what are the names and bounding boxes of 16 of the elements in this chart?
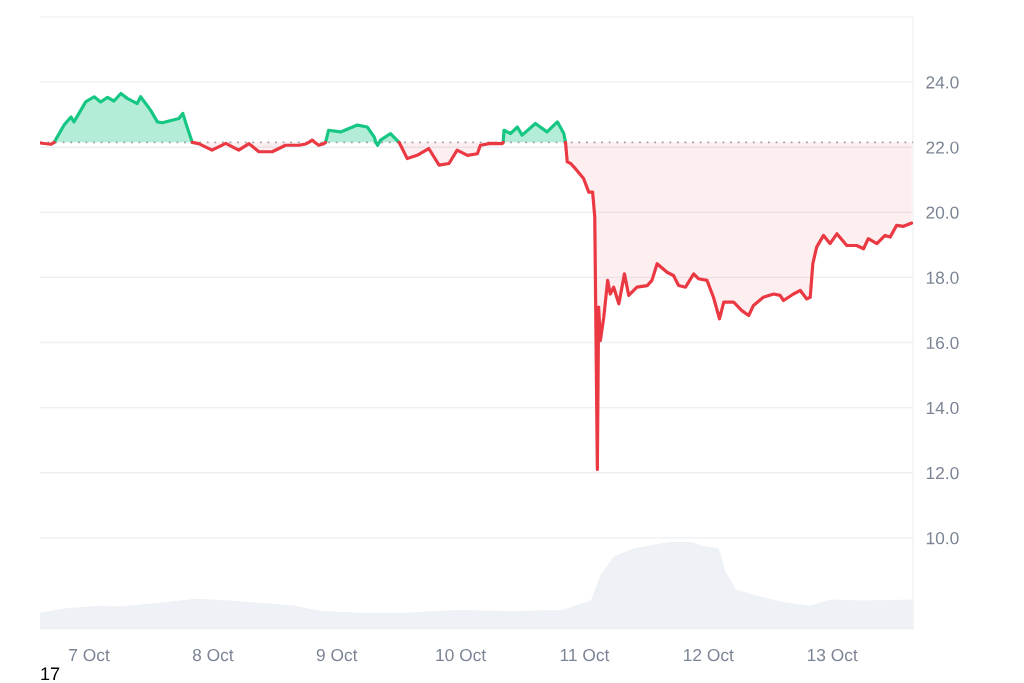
y-tick-label: 18.0 [926,271,959,284]
x-tick-label: 10 Oct [436,648,487,662]
x-tick-label: 8 Oct [192,648,234,662]
text: 17 [41,667,60,680]
x-tick-label: 11 Oct [560,648,610,662]
x-tick-label: 12 Oct [684,648,734,662]
x-tick-label: 9 Oct [316,648,358,662]
x-tick-label: 7 Oct [69,648,110,662]
y-tick-label: 16.0 [926,336,959,349]
y-tick-label: 10.0 [926,532,959,545]
y-tick-label: 24.0 [926,76,959,89]
x-tick-label: 13 Oct [807,648,858,662]
y-tick-label: 14.0 [926,401,959,415]
y-tick-label: 20.0 [926,206,959,219]
y-tick-label: 12.0 [926,466,959,480]
y-tick-label: 22.0 [926,141,959,154]
